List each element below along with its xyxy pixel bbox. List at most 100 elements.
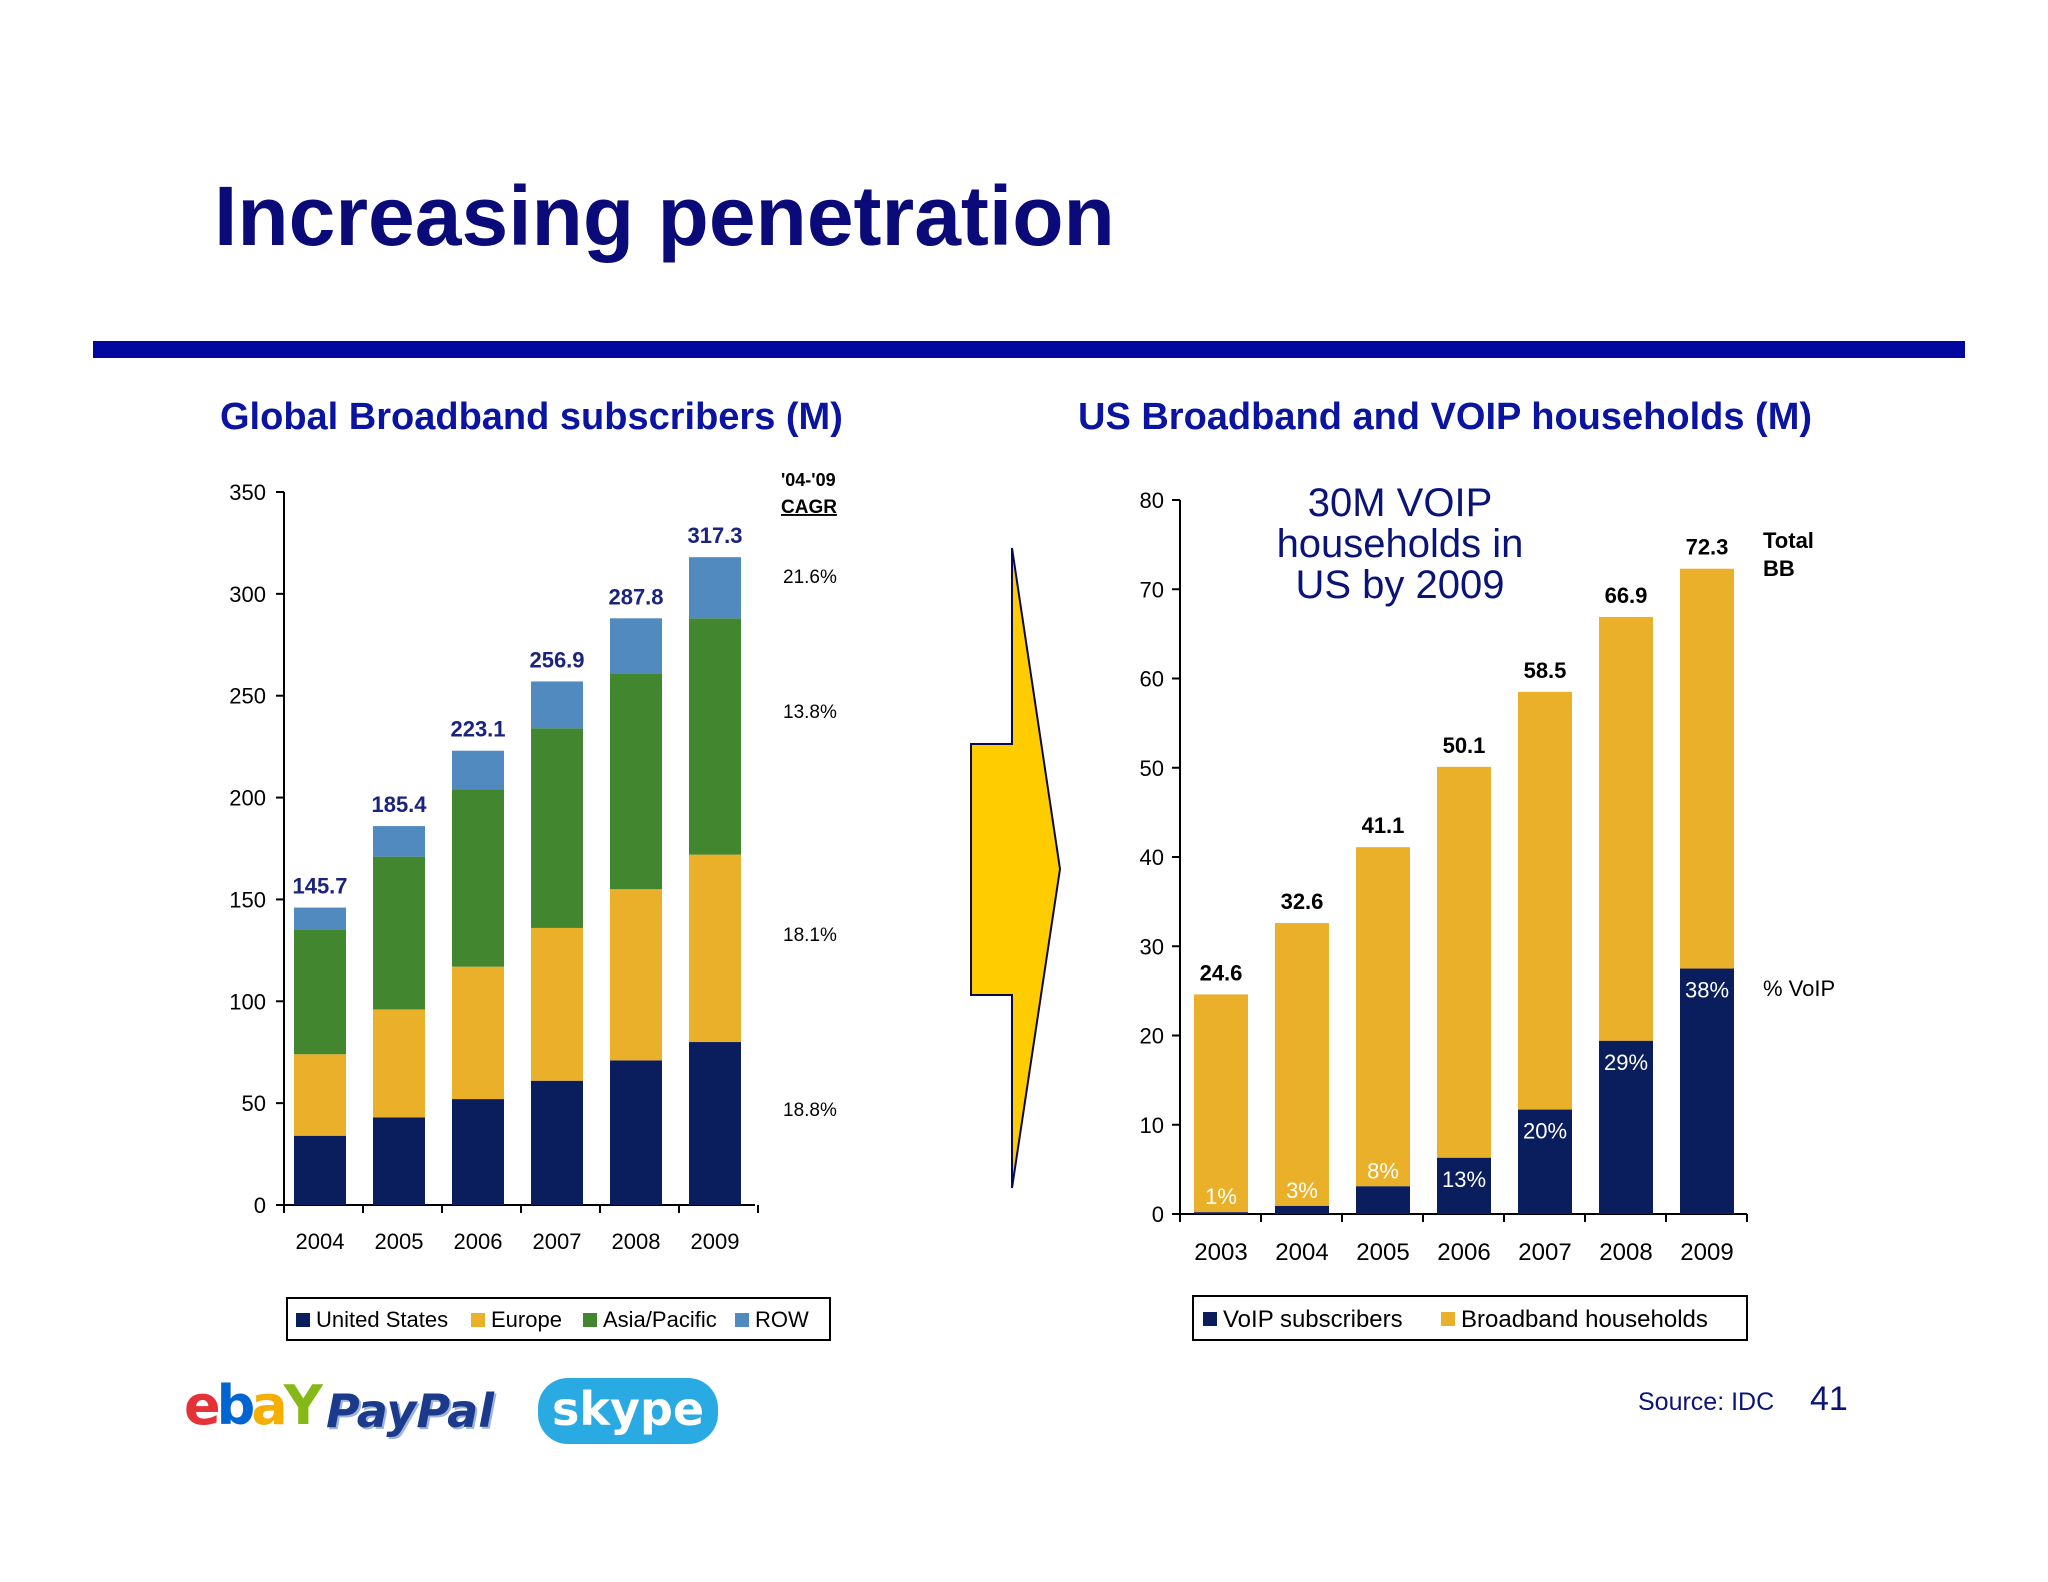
right-bar-voip-2003 <box>1194 1212 1248 1214</box>
right-total-label: 24.6 <box>1200 960 1243 985</box>
right-legend-swatch <box>1203 1312 1217 1326</box>
total-bb-label: BB <box>1763 556 1795 581</box>
pct-voip-label: % VoIP <box>1763 976 1835 1001</box>
right-x-tick-label: 2004 <box>1275 1239 1328 1266</box>
left-x-tick-label: 2008 <box>612 1229 661 1254</box>
left-y-tick-label: 0 <box>254 1193 266 1218</box>
left-y-tick-label: 200 <box>229 786 266 811</box>
left-legend-label: United States <box>316 1307 448 1332</box>
left-legend-swatch <box>583 1313 597 1327</box>
left-bar-europe-2008 <box>610 889 662 1061</box>
left-bar-row-2009 <box>689 557 741 619</box>
left-bar-europe-2007 <box>531 927 583 1081</box>
right-legend-swatch <box>1441 1312 1455 1326</box>
voip-pct-label: 29% <box>1604 1050 1648 1075</box>
left-bar-europe-2006 <box>452 966 504 1100</box>
left-y-tick-label: 350 <box>229 480 266 505</box>
right-x-tick-label: 2008 <box>1599 1239 1652 1266</box>
left-y-tick-label: 300 <box>229 582 266 607</box>
source-note: Source: IDC <box>1638 1388 1775 1416</box>
left-total-label: 287.8 <box>608 584 663 609</box>
left-bar-asia-pacific-2008 <box>610 673 662 890</box>
right-bar-broadband-2005 <box>1356 847 1410 1187</box>
right-bar-broadband-2003 <box>1194 994 1248 1213</box>
right-y-tick-label: 80 <box>1140 488 1164 513</box>
right-total-label: 58.5 <box>1524 658 1567 683</box>
left-bar-asia-pacific-2006 <box>452 789 504 967</box>
left-y-tick-label: 250 <box>229 684 266 709</box>
right-legend-box <box>1192 1295 1748 1341</box>
cagr-value: 18.8% <box>783 1100 837 1121</box>
right-bar-broadband-2004 <box>1275 923 1329 1206</box>
left-y-tick-label: 50 <box>242 1091 266 1116</box>
left-bar-asia-pacific-2004 <box>294 929 346 1055</box>
left-x-tick-label: 2009 <box>691 1229 740 1254</box>
left-total-label: 223.1 <box>450 717 505 742</box>
right-total-label: 50.1 <box>1443 733 1486 758</box>
left-bar-row-2004 <box>294 907 346 930</box>
left-legend-swatch <box>296 1313 310 1327</box>
left-bar-united-states-2007 <box>531 1080 583 1205</box>
left-bar-asia-pacific-2005 <box>373 856 425 1010</box>
right-x-tick-label: 2005 <box>1356 1239 1409 1266</box>
cagr-value: 13.8% <box>783 702 837 723</box>
cagr-value: 21.6% <box>783 567 837 588</box>
ebay-logo: ebaY <box>184 1374 323 1437</box>
left-legend-label: Europe <box>491 1307 562 1332</box>
left-bar-europe-2009 <box>689 854 741 1043</box>
paypal-logo: PayPal <box>326 1384 494 1438</box>
left-y-tick-label: 150 <box>229 887 266 912</box>
right-y-tick-label: 60 <box>1140 667 1164 692</box>
cagr-header-period: '04-'09 <box>781 470 836 490</box>
left-legend-label: Asia/Pacific <box>603 1307 717 1332</box>
title-divider <box>93 341 1965 358</box>
voip-pct-label: 3% <box>1286 1178 1318 1203</box>
left-bar-united-states-2009 <box>689 1042 741 1205</box>
right-y-tick-label: 40 <box>1140 845 1164 870</box>
us-broadband-voip-chart-title: US Broadband and VOIP households (M) <box>1078 396 1813 438</box>
right-bar-voip-2009 <box>1680 968 1734 1214</box>
voip-pct-label: 38% <box>1685 978 1729 1003</box>
right-total-label: 41.1 <box>1362 813 1405 838</box>
right-bar-voip-2006 <box>1437 1157 1491 1214</box>
right-x-tick-label: 2009 <box>1680 1239 1733 1266</box>
right-total-label: 32.6 <box>1281 889 1324 914</box>
left-bar-united-states-2006 <box>452 1099 504 1205</box>
voip-pct-label: 8% <box>1367 1158 1399 1183</box>
left-bar-europe-2005 <box>373 1009 425 1118</box>
page-title: Increasing penetration <box>214 169 1115 263</box>
right-legend-label: Broadband households <box>1461 1306 1708 1333</box>
right-legend-label: VoIP subscribers <box>1223 1306 1403 1333</box>
left-bar-united-states-2004 <box>294 1135 346 1205</box>
right-y-tick-label: 70 <box>1140 577 1164 602</box>
left-bar-united-states-2008 <box>610 1060 662 1205</box>
left-x-tick-label: 2007 <box>533 1229 582 1254</box>
left-total-label: 317.3 <box>687 523 742 548</box>
voip-pct-label: 1% <box>1205 1184 1237 1209</box>
right-bar-voip-2008 <box>1599 1040 1653 1214</box>
flow-arrow <box>970 547 1062 1189</box>
total-bb-label: Total <box>1763 528 1814 553</box>
left-bar-asia-pacific-2009 <box>689 618 741 855</box>
voip-annotation-line: 30M VOIP <box>1308 481 1493 525</box>
left-bar-row-2006 <box>452 750 504 790</box>
right-bar-broadband-2006 <box>1437 766 1491 1158</box>
voip-annotation-line: households in <box>1277 522 1524 566</box>
left-total-label: 256.9 <box>529 647 584 672</box>
voip-pct-label: 20% <box>1523 1119 1567 1144</box>
left-legend-swatch <box>735 1313 749 1327</box>
left-bar-row-2005 <box>373 826 425 857</box>
left-legend-swatch <box>471 1313 485 1327</box>
left-x-tick-label: 2005 <box>375 1229 424 1254</box>
right-x-tick-label: 2006 <box>1437 1239 1490 1266</box>
skype-logo: skype <box>538 1378 719 1444</box>
right-bar-broadband-2009 <box>1680 568 1734 969</box>
left-x-tick-label: 2004 <box>296 1229 345 1254</box>
left-bar-united-states-2005 <box>373 1117 425 1205</box>
right-total-label: 66.9 <box>1605 583 1648 608</box>
left-bar-europe-2004 <box>294 1054 346 1136</box>
cagr-value: 18.1% <box>783 925 837 946</box>
right-y-tick-label: 20 <box>1140 1024 1164 1049</box>
right-bar-voip-2005 <box>1356 1186 1410 1214</box>
